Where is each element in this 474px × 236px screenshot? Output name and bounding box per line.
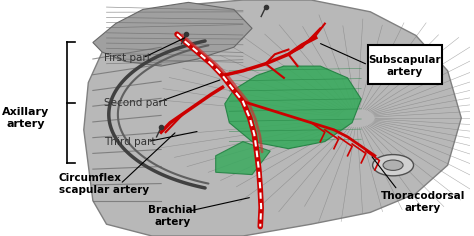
Text: Axillary
artery: Axillary artery <box>2 107 49 129</box>
Text: Third part: Third part <box>104 137 156 147</box>
Text: Circumflex
scapular artery: Circumflex scapular artery <box>59 173 149 195</box>
Text: Brachial
artery: Brachial artery <box>148 205 197 227</box>
Polygon shape <box>216 142 270 175</box>
Text: Subscapular
artery: Subscapular artery <box>368 55 441 77</box>
Circle shape <box>383 160 403 170</box>
Polygon shape <box>93 2 252 66</box>
Bar <box>368 45 442 84</box>
Polygon shape <box>84 0 461 236</box>
Text: Second part: Second part <box>104 98 167 108</box>
Text: Thoracodorsal
artery: Thoracodorsal artery <box>381 191 465 213</box>
Text: First part: First part <box>104 53 151 63</box>
Circle shape <box>373 155 413 176</box>
Polygon shape <box>225 66 361 149</box>
